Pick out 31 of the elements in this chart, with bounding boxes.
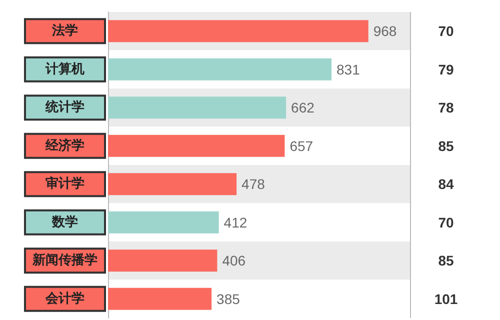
text: 85	[438, 138, 454, 154]
bar	[108, 211, 219, 234]
data-label: 385	[216, 290, 240, 307]
bar	[108, 58, 332, 80]
bar	[108, 173, 237, 196]
text: 78	[438, 100, 454, 116]
y-tick-label: 法学	[51, 24, 78, 39]
bar	[108, 134, 285, 157]
data-label: 657	[290, 138, 314, 154]
y-tick-label: 统计学	[44, 99, 84, 116]
text: 101	[434, 290, 458, 307]
y-tick-label: 经济学	[44, 137, 84, 154]
text: 85	[438, 252, 454, 269]
data-label: 662	[291, 100, 315, 116]
text: 84	[438, 176, 454, 192]
data-label: 478	[242, 176, 266, 192]
bar	[108, 250, 218, 272]
bar	[108, 96, 286, 119]
data-label: 968	[373, 23, 397, 40]
text: 79	[438, 61, 454, 78]
data-label: 412	[224, 214, 248, 230]
text: 70	[438, 23, 454, 40]
y-tick-label: 新闻传播学	[32, 252, 98, 268]
bar	[108, 288, 212, 310]
y-tick-label: 计算机	[44, 62, 84, 77]
y-tick-label: 数学	[51, 214, 78, 230]
y-tick-label: 审计学	[46, 176, 84, 192]
data-label: 831	[336, 61, 360, 78]
y-tick-label: 会计学	[44, 291, 84, 306]
data-label: 406	[222, 252, 246, 269]
text: 70	[438, 214, 454, 230]
